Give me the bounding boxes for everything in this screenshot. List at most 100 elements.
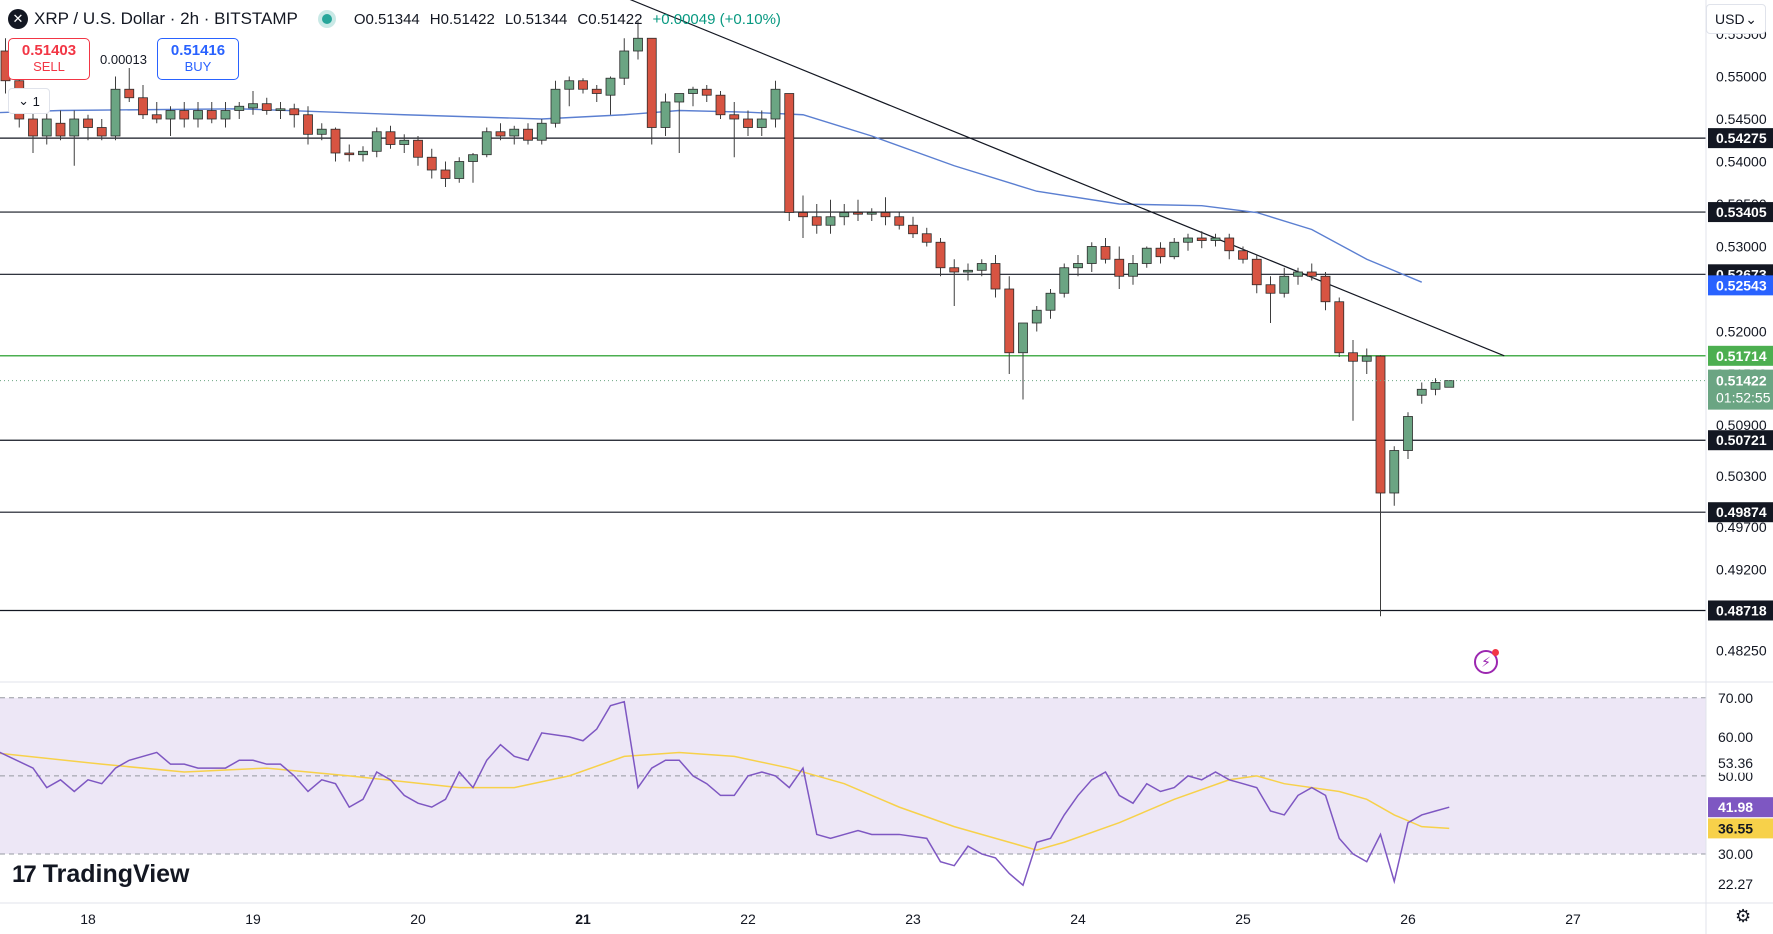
candle-down[interactable] — [440, 169, 451, 179]
candle-up[interactable] — [564, 80, 575, 90]
candle-up[interactable] — [1086, 246, 1097, 264]
candle-up[interactable] — [1444, 380, 1455, 388]
candle-down[interactable] — [96, 127, 107, 137]
candle-down[interactable] — [261, 103, 272, 111]
candle-up[interactable] — [619, 50, 630, 79]
candle-down[interactable] — [303, 114, 313, 135]
candle-down[interactable] — [935, 241, 946, 269]
candle-down[interactable] — [990, 263, 1001, 290]
rsi-pane[interactable] — [0, 697, 1706, 887]
candle-up[interactable] — [1416, 388, 1427, 396]
candle-down[interactable] — [798, 212, 808, 218]
candle-up[interactable] — [674, 93, 685, 103]
candle-up[interactable] — [839, 212, 850, 218]
candle-up[interactable] — [660, 101, 671, 128]
candle-down[interactable] — [138, 97, 148, 116]
candle-up[interactable] — [1169, 241, 1180, 258]
candle-down[interactable] — [1251, 258, 1262, 286]
candle-up[interactable] — [1128, 263, 1138, 277]
candle-down[interactable] — [344, 152, 355, 156]
candle-down[interactable] — [1375, 355, 1386, 494]
candle-up[interactable] — [1073, 263, 1083, 269]
candle-down[interactable] — [701, 88, 712, 96]
candle-down[interactable] — [1306, 271, 1317, 277]
candle-up[interactable] — [1141, 247, 1152, 264]
candle-up[interactable] — [976, 263, 987, 271]
candle-down[interactable] — [949, 267, 960, 273]
candle-up[interactable] — [770, 88, 781, 120]
candle-down[interactable] — [578, 80, 588, 90]
candle-down[interactable] — [1238, 250, 1248, 260]
candle-down[interactable] — [1334, 301, 1345, 354]
candle-up[interactable] — [69, 118, 80, 137]
candle-down[interactable] — [880, 212, 891, 218]
candle-down[interactable] — [894, 216, 905, 226]
candle-down[interactable] — [1114, 258, 1125, 277]
sell-button[interactable]: 0.51403 SELL — [8, 38, 90, 80]
candle-down[interactable] — [413, 139, 423, 158]
candle-up[interactable] — [1361, 355, 1372, 362]
symbol-title[interactable]: XRP / U.S. Dollar · 2h · BITSTAMP — [34, 9, 298, 28]
price-pane[interactable] — [0, 0, 1773, 683]
candle-down[interactable] — [83, 118, 93, 128]
candle-down[interactable] — [1100, 246, 1111, 260]
candle-down[interactable] — [28, 118, 38, 137]
candle-up[interactable] — [454, 161, 465, 179]
candle-down[interactable] — [784, 93, 795, 213]
buy-button[interactable]: 0.51416 BUY — [157, 38, 239, 80]
tradingview-logo[interactable]: 17 TradingView — [12, 860, 190, 889]
candle-up[interactable] — [275, 108, 286, 111]
candle-down[interactable] — [1004, 288, 1015, 354]
candle-down[interactable] — [811, 216, 822, 226]
candle-up[interactable] — [193, 110, 203, 120]
candle-up[interactable] — [1403, 416, 1413, 451]
trendline[interactable] — [611, 0, 1505, 357]
candle-down[interactable] — [1265, 284, 1276, 294]
candle-down[interactable] — [1224, 237, 1235, 252]
candle-down[interactable] — [385, 131, 396, 145]
candle-down[interactable] — [426, 156, 437, 171]
candle-up[interactable] — [1210, 237, 1221, 241]
candle-up[interactable] — [468, 154, 478, 162]
candle-up[interactable] — [550, 88, 561, 124]
price-axis[interactable]: 0.555000.550000.545000.540000.535000.530… — [1705, 0, 1773, 934]
candle-up[interactable] — [1293, 271, 1303, 277]
candle-up[interactable] — [234, 105, 245, 111]
candle-up[interactable] — [220, 110, 231, 120]
candle-up[interactable] — [1183, 237, 1193, 243]
candle-down[interactable] — [179, 110, 190, 120]
candle-up[interactable] — [399, 139, 410, 145]
candle-down[interactable] — [1320, 275, 1331, 303]
gear-icon[interactable]: ⚙ — [1735, 906, 1752, 926]
candle-down[interactable] — [591, 88, 602, 94]
candle-down[interactable] — [1196, 237, 1207, 241]
candle-up[interactable] — [605, 77, 616, 96]
candle-down[interactable] — [646, 37, 657, 128]
candle-up[interactable] — [358, 150, 368, 156]
candle-up[interactable] — [536, 122, 547, 141]
candle-down[interactable] — [729, 114, 740, 120]
currency-selector[interactable]: USD ⌄ — [1706, 4, 1766, 34]
candle-up[interactable] — [165, 110, 176, 120]
candle-up[interactable] — [756, 118, 767, 128]
candle-down[interactable] — [289, 108, 300, 116]
candle-up[interactable] — [688, 88, 698, 94]
quantity-selector[interactable]: ⌄ 1 — [8, 88, 50, 114]
candle-up[interactable] — [633, 37, 643, 52]
candle-down[interactable] — [1155, 247, 1166, 258]
lightning-icon[interactable]: ⚡ — [1474, 649, 1499, 674]
time-axis[interactable]: 18 19 20 21 22 23 24 25 26 27 — [0, 902, 1773, 927]
moving-average-line[interactable] — [0, 108, 1423, 283]
candle-down[interactable] — [330, 128, 341, 154]
candle-up[interactable] — [963, 269, 973, 273]
candle-up[interactable] — [481, 131, 492, 156]
rsi-line[interactable] — [0, 700, 1450, 887]
candle-up[interactable] — [41, 118, 52, 137]
candle-up[interactable] — [825, 216, 836, 226]
candle-up[interactable] — [1018, 322, 1028, 354]
candle-up[interactable] — [1031, 309, 1042, 324]
candle-down[interactable] — [495, 131, 506, 137]
candle-up[interactable] — [509, 128, 520, 137]
candle-up[interactable] — [1045, 292, 1056, 311]
